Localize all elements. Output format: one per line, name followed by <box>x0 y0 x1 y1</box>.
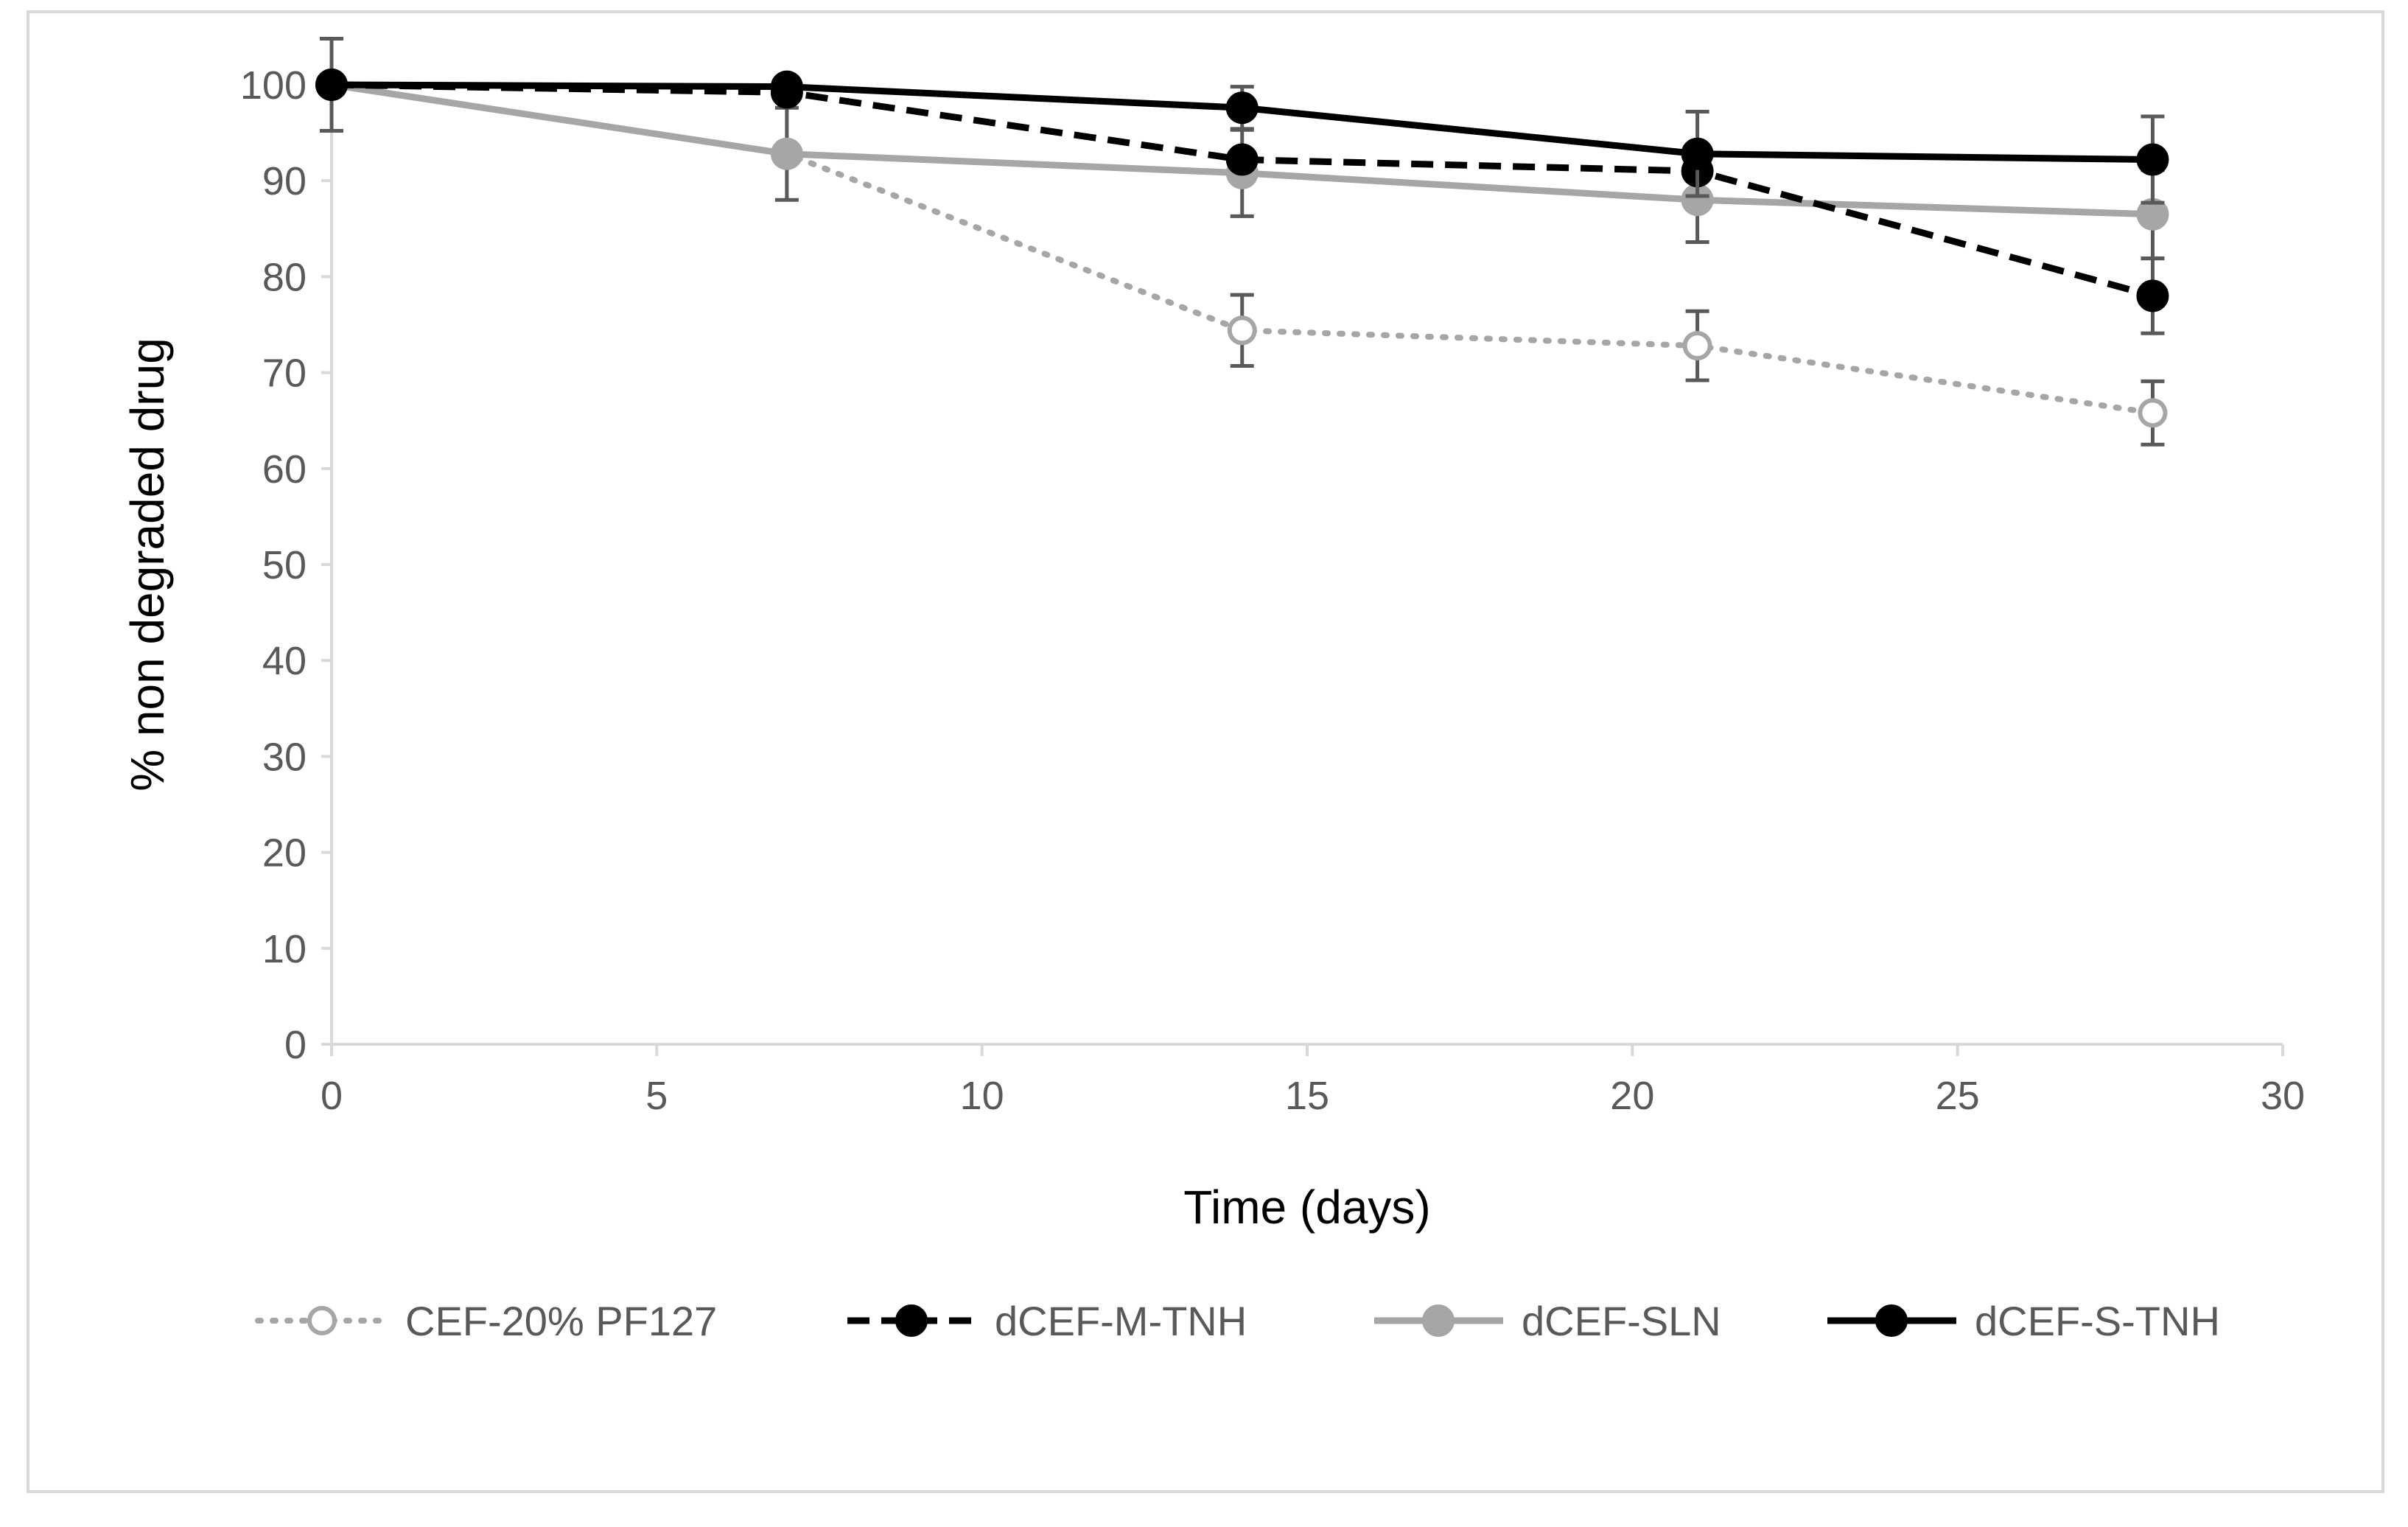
legend-label: dCEF-SLN <box>1522 1298 1721 1344</box>
legend-marker <box>1875 1304 1908 1337</box>
data-point <box>1225 91 1259 125</box>
legend-label: dCEF-S-TNH <box>1975 1298 2220 1344</box>
x-tick-label: 20 <box>1610 1074 1654 1118</box>
series-3 <box>315 69 2169 205</box>
y-tick-label: 10 <box>262 927 307 971</box>
data-point <box>2138 398 2168 428</box>
y-tick-label: 30 <box>262 735 307 779</box>
x-tick-label: 10 <box>960 1074 1004 1118</box>
chart-frame <box>27 10 2384 1493</box>
y-tick-label: 0 <box>284 1023 307 1067</box>
legend-marker <box>307 1306 337 1335</box>
data-point <box>1682 331 1712 361</box>
y-tick-label: 100 <box>240 63 307 108</box>
legend-item-0: CEF-20% PF127 <box>255 1298 717 1344</box>
data-point <box>770 137 803 170</box>
y-axis-title: % non degraded drug <box>121 338 174 792</box>
legend-marker <box>1422 1304 1455 1337</box>
x-tick-label: 30 <box>2261 1074 2305 1118</box>
legend-label: CEF-20% PF127 <box>405 1298 717 1344</box>
legend-label: dCEF-M-TNH <box>995 1298 1247 1344</box>
data-point <box>770 70 803 103</box>
y-tick-label: 40 <box>262 639 307 683</box>
x-tick-label: 0 <box>321 1074 343 1118</box>
data-point <box>2136 143 2169 176</box>
legend-item-2: dCEF-SLN <box>1374 1298 1721 1344</box>
y-tick-label: 70 <box>262 352 307 396</box>
legend-marker <box>895 1304 928 1337</box>
x-tick-label: 25 <box>1936 1074 1980 1118</box>
y-tick-label: 20 <box>262 831 307 876</box>
y-tick-label: 50 <box>262 543 307 587</box>
legend-item-3: dCEF-S-TNH <box>1827 1298 2220 1344</box>
data-point <box>1681 137 1714 170</box>
x-tick-label: 15 <box>1285 1074 1329 1118</box>
data-point <box>1225 143 1259 176</box>
data-point <box>315 69 348 101</box>
data-point <box>1227 315 1257 346</box>
x-axis-title: Time (days) <box>1183 1181 1430 1234</box>
y-tick-label: 80 <box>262 255 307 299</box>
legend-item-1: dCEF-M-TNH <box>847 1298 1247 1344</box>
y-tick-label: 90 <box>262 159 307 203</box>
x-tick-label: 5 <box>645 1074 668 1118</box>
y-tick-label: 60 <box>262 447 307 492</box>
data-point <box>2136 279 2169 312</box>
